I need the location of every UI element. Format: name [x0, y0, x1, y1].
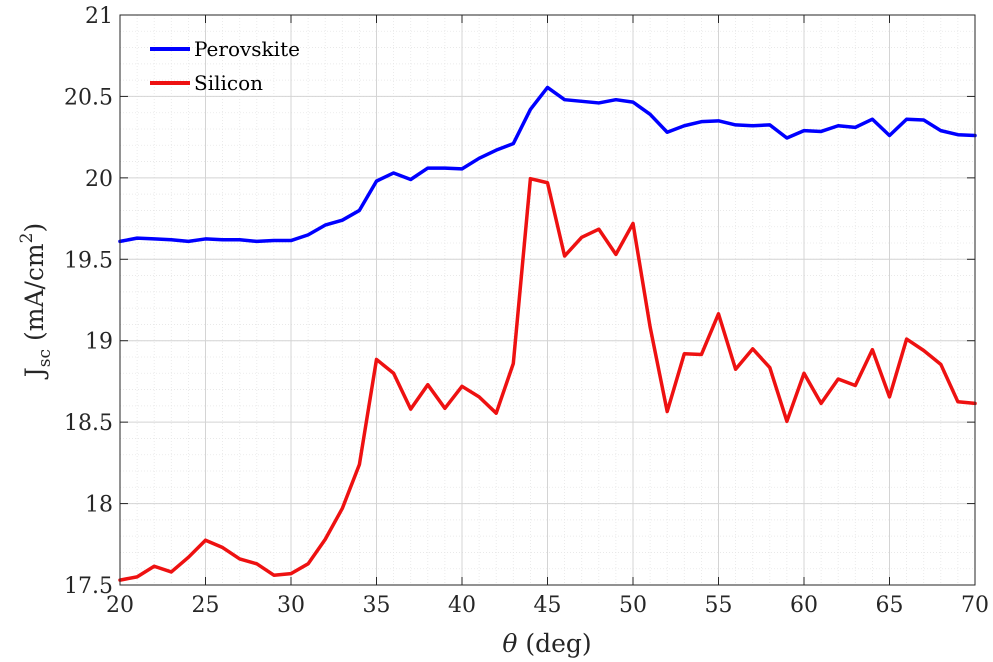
- y-axis-unit-text: (mA/cm: [20, 243, 49, 349]
- series-line-silicon: [118, 176, 977, 582]
- x-tick-label: 70: [961, 593, 989, 618]
- y-axis-subscript: sc: [35, 349, 55, 367]
- x-tick-label: 55: [705, 593, 733, 618]
- x-tick-label: 60: [790, 593, 818, 618]
- y-axis-unit-close: ): [20, 223, 49, 233]
- legend: Perovskite Silicon: [150, 37, 300, 95]
- x-tick-label: 30: [277, 593, 305, 618]
- x-tick-label: 20: [106, 593, 134, 618]
- y-tick-label: 19.5: [64, 248, 113, 273]
- y-tick-label: 21: [85, 4, 113, 29]
- legend-label-perovskite: Perovskite: [194, 37, 300, 61]
- x-tick-label: 65: [876, 593, 904, 618]
- legend-label-silicon: Silicon: [194, 71, 263, 95]
- y-tick-label: 19: [85, 330, 113, 355]
- axis-ticks: [119, 14, 976, 586]
- x-tick-label: 45: [534, 593, 562, 618]
- tick-labels: 20 25 30 35 40 45 50 55 60 65 70 17.5 18 18.5 19 19.5 20…: [64, 4, 989, 618]
- y-axis-base: J: [20, 367, 49, 380]
- x-tick-label: 40: [448, 593, 476, 618]
- x-axis-label: θ (deg): [502, 629, 591, 658]
- x-tick-label: 25: [192, 593, 220, 618]
- x-tick-label: 50: [619, 593, 647, 618]
- y-tick-label: 20: [85, 167, 113, 192]
- x-axis-unit: (deg): [517, 629, 591, 658]
- y-tick-label: 17.5: [64, 574, 113, 599]
- y-tick-label: 18.5: [64, 411, 113, 436]
- y-axis-superscript: 2: [17, 233, 37, 244]
- series-layer: [118, 85, 977, 582]
- y-tick-label: 20.5: [64, 85, 113, 110]
- series-line-perovskite: [118, 85, 977, 244]
- y-tick-label: 18: [85, 493, 113, 518]
- x-tick-label: 35: [363, 593, 391, 618]
- y-axis-label: Jsc (mA/cm2): [17, 223, 55, 380]
- x-axis-symbol: θ: [502, 629, 517, 658]
